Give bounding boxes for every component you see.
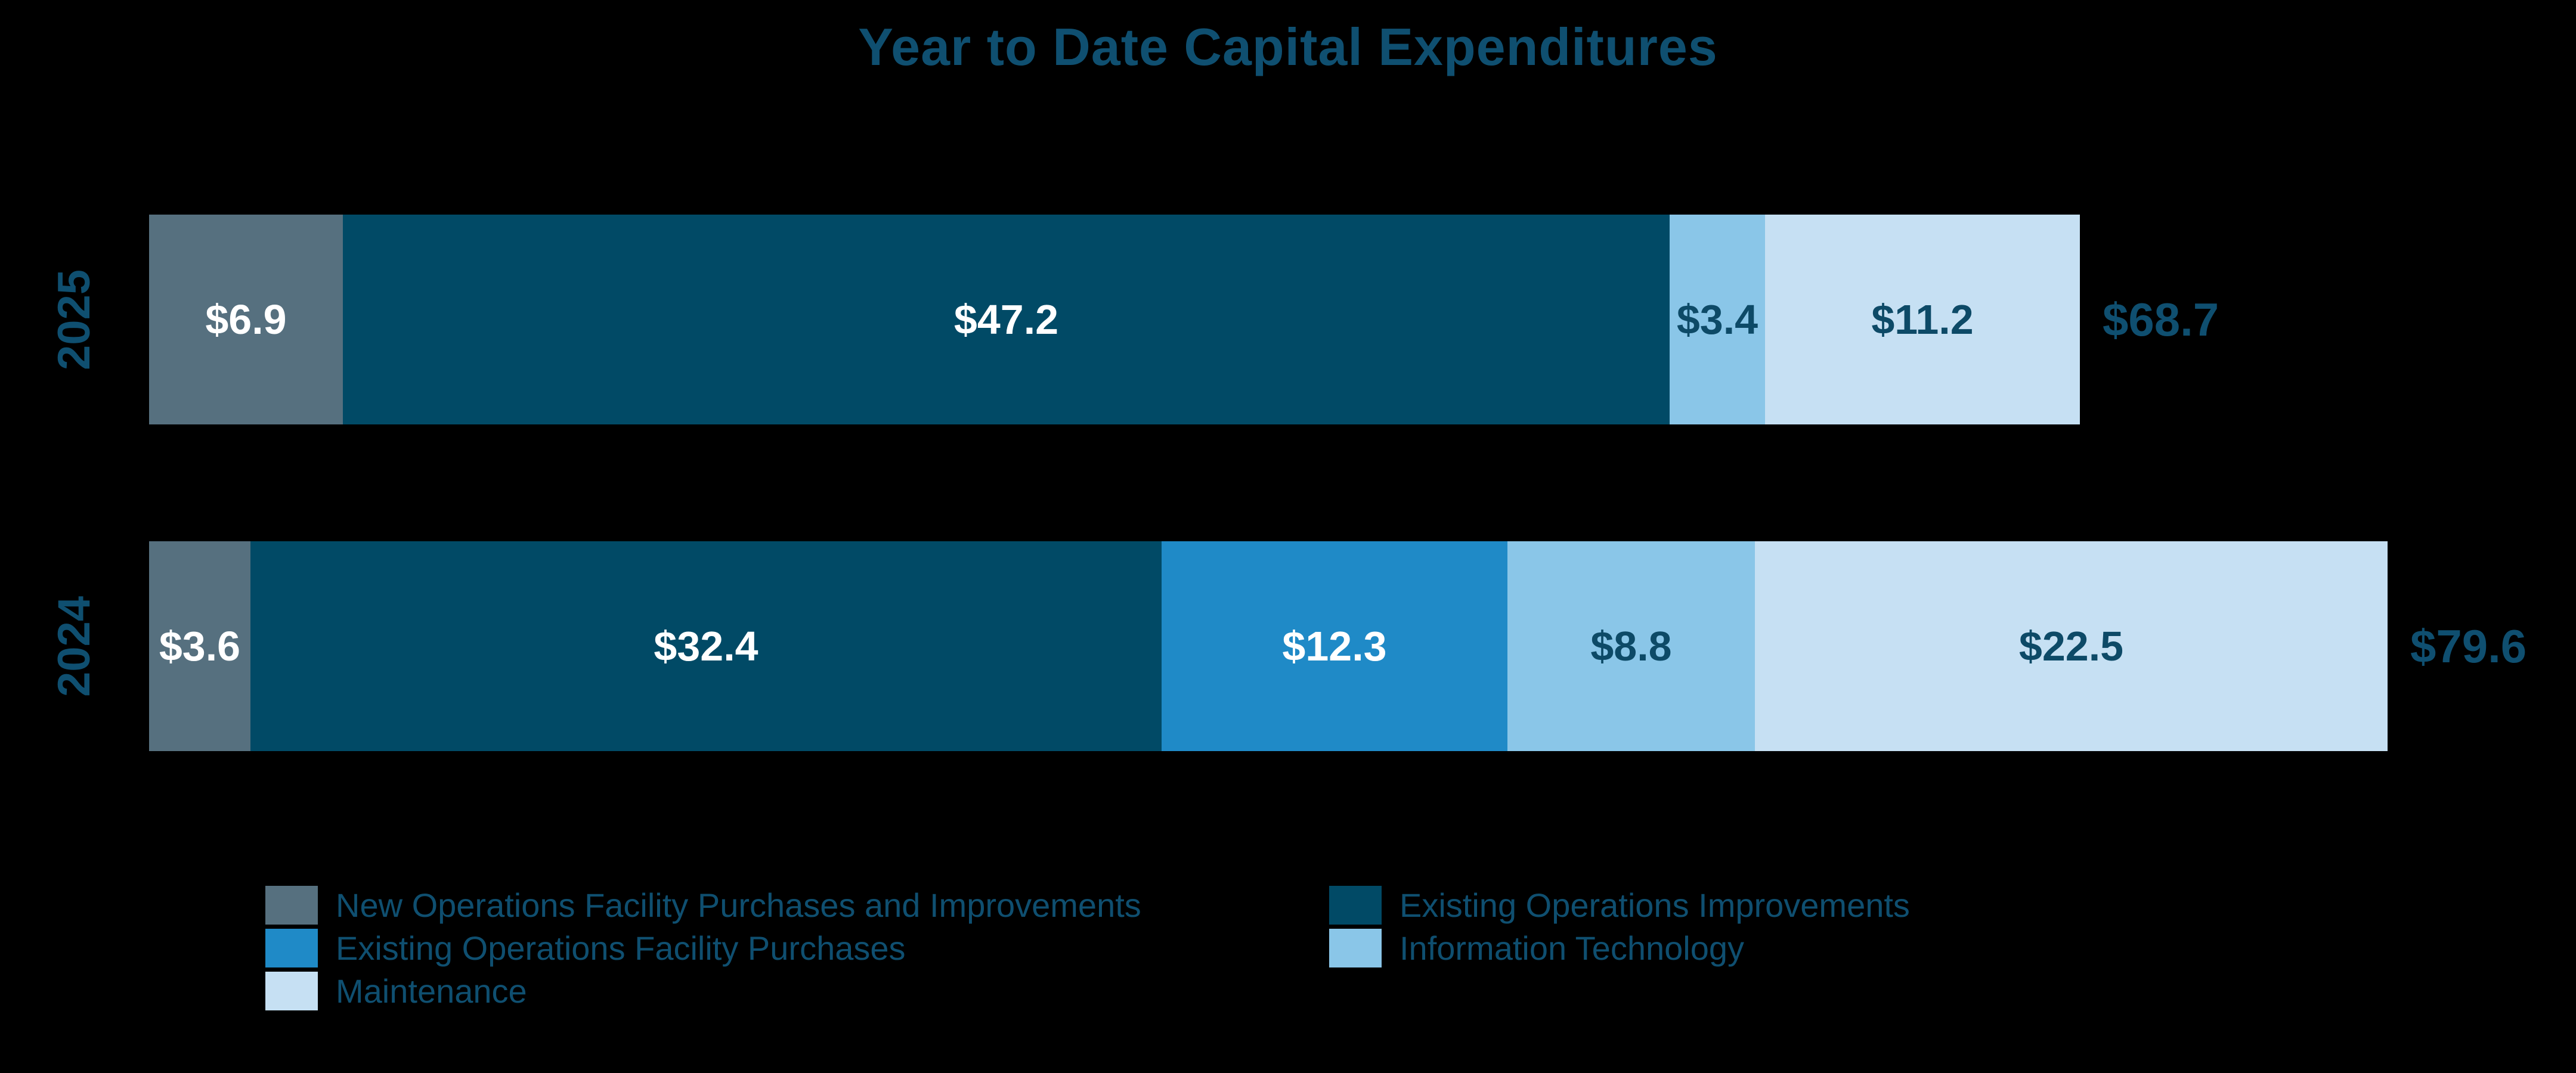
legend: New Operations Facility Purchases and Im…	[265, 886, 1910, 1010]
legend-swatch-icon	[265, 886, 318, 925]
chart-title: Year to Date Capital Expenditures	[858, 17, 1718, 76]
legend-swatch-icon	[1329, 929, 1382, 967]
bar-segment: $6.9	[149, 215, 343, 424]
bar-segment: $47.2	[343, 215, 1670, 424]
legend-item: Information Technology	[1329, 929, 1910, 967]
bar-row-2025: 2025 $6.9 $47.2 $3.4 $11.2 $68.7	[0, 215, 2219, 424]
plot-area: 2025 $6.9 $47.2 $3.4 $11.2 $68.7 2024 $3.6 $32.4…	[0, 215, 2527, 751]
legend-swatch-icon	[265, 972, 318, 1010]
year-axis-label-cell: 2024	[0, 541, 149, 751]
year-axis-label-cell: 2025	[0, 215, 149, 424]
bar-total-label: $68.7	[2103, 293, 2219, 346]
legend-swatch-icon	[265, 929, 318, 967]
year-axis-label: 2025	[49, 269, 100, 370]
bar-total-label: $79.6	[2410, 619, 2527, 672]
bar-segment: $3.6	[149, 541, 250, 751]
legend-item: New Operations Facility Purchases and Im…	[265, 886, 1329, 925]
bar-segment: $11.2	[1765, 215, 2080, 424]
legend-item: Existing Operations Facility Purchases	[265, 929, 1329, 967]
legend-swatch-icon	[1329, 886, 1382, 925]
legend-label: Information Technology	[1400, 929, 1744, 967]
bar-segment: $8.8	[1507, 541, 1755, 751]
year-axis-label: 2024	[49, 596, 100, 697]
legend-item: Existing Operations Improvements	[1329, 886, 1910, 925]
bar-row-2024: 2024 $3.6 $32.4 $12.3 $8.8 $22.5 $79.6	[0, 541, 2527, 751]
bar-segment: $32.4	[250, 541, 1162, 751]
bar-segment: $12.3	[1162, 541, 1507, 751]
legend-label: Existing Operations Facility Purchases	[336, 929, 906, 967]
legend-label: Maintenance	[336, 972, 527, 1010]
legend-label: New Operations Facility Purchases and Im…	[336, 886, 1141, 924]
legend-item: Maintenance	[265, 972, 1329, 1010]
bar-segment: $3.4	[1670, 215, 1765, 424]
legend-label: Existing Operations Improvements	[1400, 886, 1910, 924]
bar-segment: $22.5	[1755, 541, 2388, 751]
